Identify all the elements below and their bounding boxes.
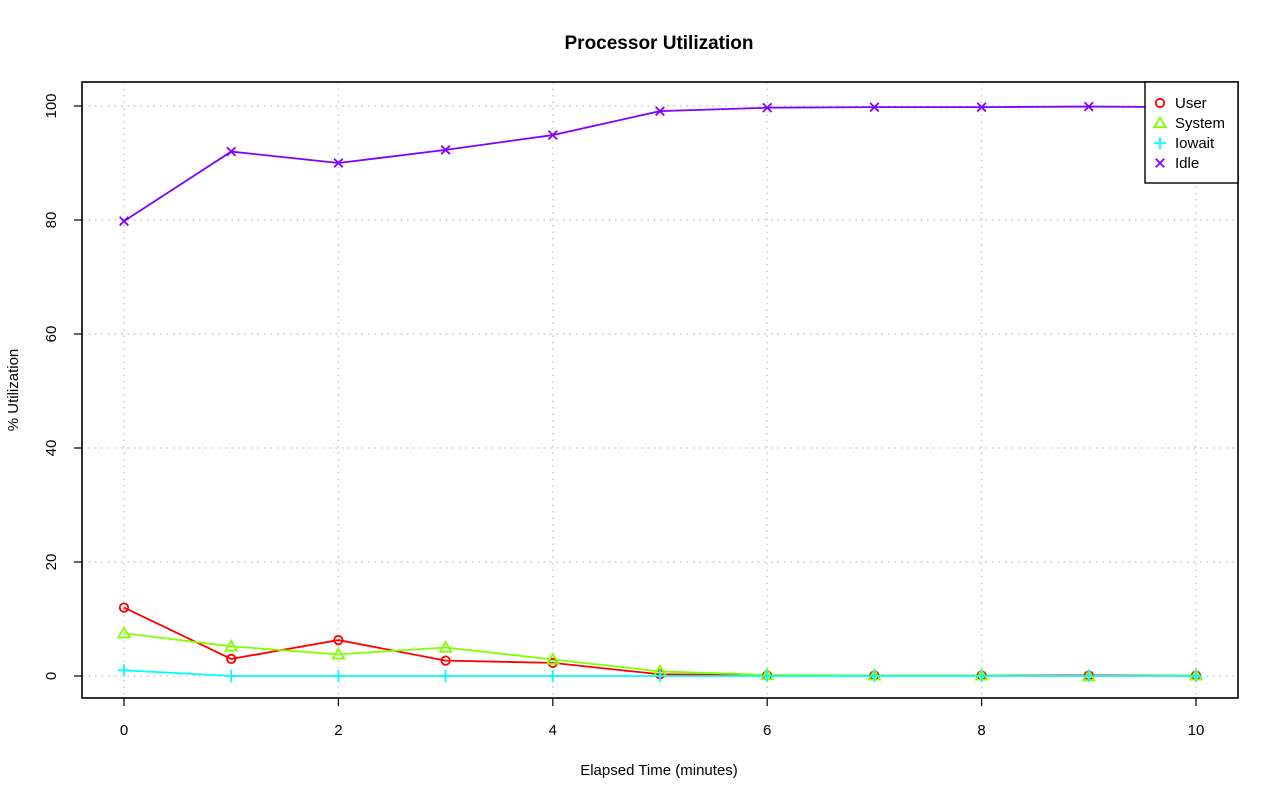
legend-label-system: System [1175, 115, 1225, 132]
data-point-idle [976, 102, 987, 113]
series-line-idle [123, 105, 1197, 222]
data-point-iowait [225, 670, 238, 682]
x-axis-label: Elapsed Time (minutes) [580, 762, 738, 779]
data-point-system [438, 640, 453, 653]
x-tick-label: 4 [549, 722, 557, 739]
data-point-idle [547, 130, 558, 141]
y-tick-label: 80 [43, 212, 60, 229]
data-point-system [331, 646, 346, 660]
x-tick-label: 6 [763, 722, 771, 739]
y-tick-label: 0 [43, 672, 60, 680]
x-tick-label: 2 [334, 722, 342, 739]
data-point-iowait [868, 670, 881, 682]
x-axis: 0 2 4 6 8 10 [120, 698, 1205, 739]
data-point-idle [655, 106, 665, 117]
data-point-idle [440, 144, 451, 155]
legend-marker-user [1154, 97, 1166, 109]
x-tick-label: 0 [120, 722, 128, 739]
data-point-iowait [118, 664, 130, 677]
data-point-user [440, 655, 451, 666]
data-point-user [333, 634, 344, 646]
data-point-system [116, 625, 132, 639]
chart-title: Processor Utilization [565, 33, 754, 54]
data-point-idle [869, 102, 880, 113]
data-point-iowait [761, 670, 774, 682]
y-tick-label: 60 [43, 326, 60, 343]
series-markers [116, 101, 1204, 682]
data-point-idle [762, 102, 773, 113]
grid-lines [82, 82, 1238, 698]
x-tick-label: 8 [977, 722, 985, 739]
legend: User System Iowait Idle [1144, 81, 1239, 184]
data-point-iowait [1082, 670, 1095, 682]
data-point-idle [1083, 101, 1094, 112]
legend-marker-idle [1155, 158, 1165, 168]
data-point-user [118, 602, 130, 613]
data-point-iowait [975, 670, 988, 682]
data-point-user [226, 653, 237, 665]
y-tick-label: 100 [43, 93, 60, 118]
legend-marker-iowait [1154, 137, 1166, 149]
series-lines [123, 105, 1197, 677]
legend-label-user: User [1175, 95, 1207, 112]
data-point-iowait [546, 670, 559, 682]
y-axis: 0 20 40 60 80 100 [43, 93, 82, 680]
y-axis-label: % Utilization [5, 349, 22, 432]
y-tick-label: 40 [43, 440, 60, 457]
data-point-system [545, 652, 560, 665]
data-point-iowait [1190, 670, 1202, 682]
data-point-iowait [439, 670, 452, 682]
data-point-idle [119, 216, 129, 227]
legend-label-idle: Idle [1175, 155, 1199, 172]
legend-label-iowait: Iowait [1175, 135, 1215, 152]
data-point-iowait [654, 670, 666, 682]
data-point-iowait [332, 670, 345, 682]
data-point-idle [333, 158, 344, 168]
data-point-system [224, 638, 239, 652]
legend-marker-system [1152, 115, 1168, 129]
x-tick-label: 10 [1188, 722, 1205, 739]
data-point-idle [226, 146, 237, 157]
y-tick-label: 20 [43, 554, 60, 571]
plot-area-border [81, 81, 1239, 699]
